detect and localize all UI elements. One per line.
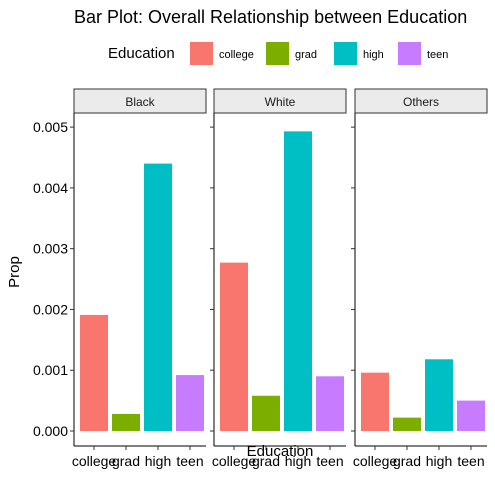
x-tick-label-teen: teen: [457, 453, 484, 469]
facet-strip: [73, 88, 207, 114]
y-tick-labels: 0.000 0.001 0.002 0.003 0.004 0.005: [33, 119, 68, 439]
bar-black-high: [144, 163, 172, 431]
bar-others-high: [425, 359, 453, 431]
x-tick-label-grad: grad: [252, 453, 280, 469]
legend-title: Education: [108, 45, 175, 62]
legend-swatch-college: [190, 42, 213, 65]
x-tick-label-high: high: [145, 453, 171, 469]
legend-item-teen: teen: [398, 42, 448, 65]
legend-item-college: college: [190, 42, 254, 65]
y-axis-title: Prop: [6, 256, 23, 288]
x-tick-label-grad: grad: [112, 453, 140, 469]
legend-item-grad: grad: [266, 42, 317, 65]
facet-strip-label: White: [265, 95, 296, 109]
bar-white-college: [220, 262, 248, 431]
x-tick-label-high: high: [285, 453, 311, 469]
x-tick-label-college: college: [72, 453, 117, 469]
bar-white-high: [284, 131, 312, 431]
legend-label-college: college: [219, 49, 254, 61]
x-tick-label-high: high: [426, 453, 452, 469]
bar-black-grad: [112, 413, 140, 431]
x-tick-label-grad: grad: [393, 453, 421, 469]
x-tick-label-college: college: [353, 453, 398, 469]
y-tick-label: 0.005: [33, 119, 68, 135]
bar-white-grad: [252, 395, 280, 431]
legend-swatch-teen: [398, 42, 421, 65]
facet-strip-label: Others: [403, 95, 439, 109]
legend-label-high: high: [363, 49, 384, 61]
x-tick-label-college: college: [212, 453, 257, 469]
bar-white-teen: [316, 376, 344, 431]
facet-strip: [213, 88, 347, 114]
bar-black-teen: [176, 375, 204, 431]
y-tick-label: 0.002: [33, 301, 68, 317]
bar-black-college: [80, 314, 108, 431]
legend-label-teen: teen: [427, 49, 448, 61]
legend-swatch-high: [334, 42, 357, 65]
facet-strip-label: Black: [125, 95, 155, 109]
legend-label-grad: grad: [295, 49, 317, 61]
y-tick-label: 0.001: [33, 362, 68, 378]
legend-item-high: high: [334, 42, 384, 65]
bar-others-college: [361, 372, 389, 431]
bar-others-grad: [393, 417, 421, 431]
legend: Education college grad high teen: [108, 42, 448, 65]
facet-strip: [354, 88, 488, 114]
chart-title: Bar Plot: Overall Relationship between E…: [74, 7, 467, 27]
x-tick-label-teen: teen: [316, 453, 343, 469]
legend-swatch-grad: [266, 42, 289, 65]
y-tick-label: 0.004: [33, 180, 68, 196]
bar-others-teen: [457, 400, 485, 431]
x-axis-title: Education: [247, 443, 314, 460]
x-tick-label-teen: teen: [176, 453, 203, 469]
y-tick-label: 0.000: [33, 423, 68, 439]
y-tick-label: 0.003: [33, 241, 68, 257]
